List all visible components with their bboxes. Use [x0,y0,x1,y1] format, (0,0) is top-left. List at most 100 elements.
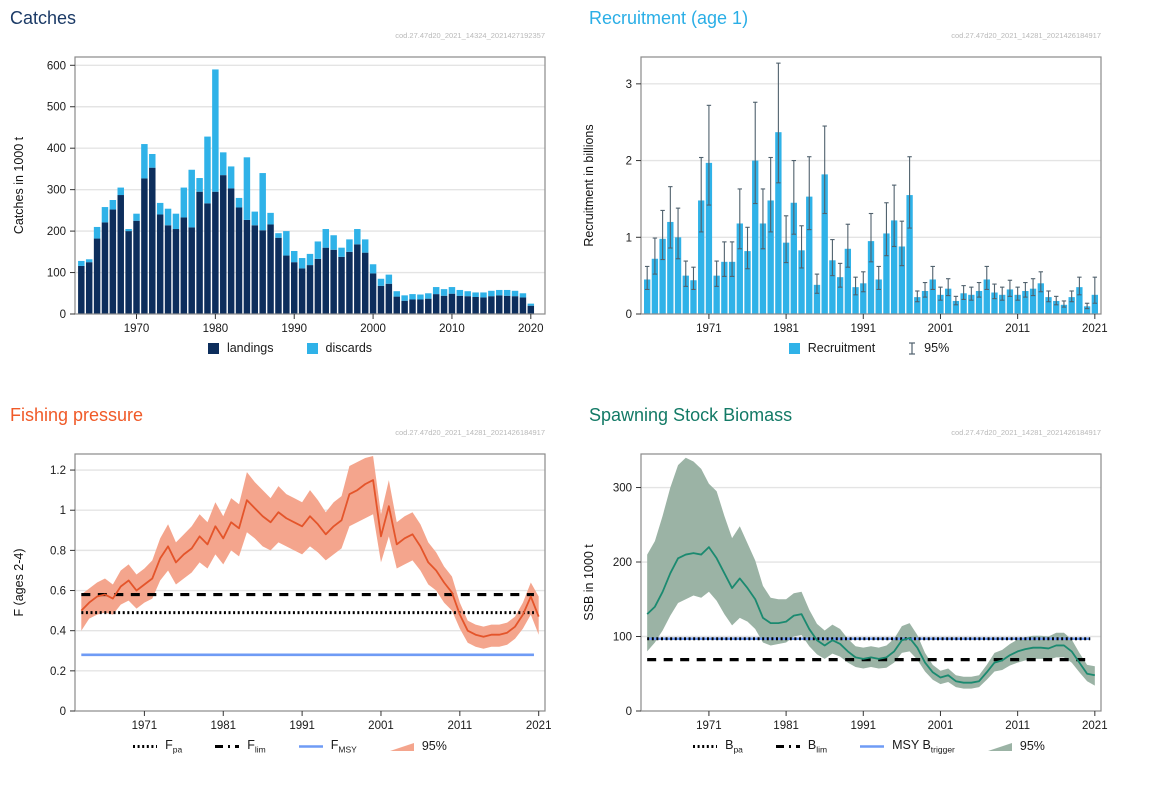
svg-text:0: 0 [60,706,66,718]
panel-catches: Catches cod.27.47d20_2021_14324_20214271… [0,0,579,397]
square-swatch-icon [306,342,318,354]
svg-text:2021: 2021 [526,720,552,732]
svg-text:1981: 1981 [773,720,799,732]
panel-ssb: Spawning Stock Biomass cod.27.47d20_2021… [579,397,1158,795]
ssb-watermark: cod.27.47d20_2021_14281_2021426184917 [951,428,1101,437]
svg-text:1.2: 1.2 [50,465,66,477]
svg-text:2011: 2011 [1005,720,1030,732]
fishing-pressure-title: Fishing pressure [10,405,144,425]
legend-item-msy-b-trigger: MSY Btrigger [859,738,955,755]
svg-text:F (ages 2-4): F (ages 2-4) [12,548,26,616]
svg-text:0: 0 [626,706,632,718]
ssb-title: Spawning Stock Biomass [589,405,793,425]
svg-text:1991: 1991 [850,720,876,732]
svg-text:0.8: 0.8 [50,545,66,557]
svg-text:2011: 2011 [1005,323,1030,335]
square-swatch-icon [788,342,800,354]
legend-label: discards [325,341,373,355]
svg-text:1970: 1970 [124,323,150,335]
recruitment-title: Recruitment (age 1) [589,8,749,28]
svg-text:1981: 1981 [773,323,799,335]
panel-recruitment: Recruitment (age 1) cod.27.47d20_2021_14… [579,0,1158,397]
svg-text:100: 100 [613,632,632,644]
fishing-pressure-legend: Fpa Flim FMSY 95% [0,738,579,755]
catches-legend: landings discards [0,341,579,355]
svg-text:1: 1 [626,232,632,244]
svg-text:1990: 1990 [281,323,307,335]
svg-text:1971: 1971 [132,720,158,732]
legend-label: Bpa [725,738,743,755]
recruitment-watermark: cod.27.47d20_2021_14281_2021426184917 [951,31,1101,40]
ribbon-swatch-icon [987,742,1012,751]
legend-label: Blim [807,738,828,755]
svg-text:2000: 2000 [360,323,386,335]
svg-text:1980: 1980 [203,323,229,335]
dashdot-swatch-icon [775,744,800,748]
svg-text:2001: 2001 [928,720,954,732]
svg-text:200: 200 [47,226,66,238]
panel-fishing-pressure: Fishing pressure cod.27.47d20_2021_14281… [0,397,579,795]
square-swatch-icon [207,342,219,354]
legend-item-95-: 95% [389,739,447,753]
svg-text:Catches in 1000 t: Catches in 1000 t [12,136,26,234]
svg-text:0.4: 0.4 [50,626,67,638]
svg-text:2010: 2010 [439,323,465,335]
svg-text:300: 300 [613,483,632,495]
legend-item-landings: landings [207,341,274,355]
svg-text:0.2: 0.2 [50,666,66,678]
legend-item-95-: 95% [907,341,949,355]
svg-text:300: 300 [47,185,66,197]
catches-watermark: cod.27.47d20_2021_14324_2021427192357 [395,31,545,40]
svg-text:2020: 2020 [518,323,544,335]
catches-chart: 0 100 200 300 400 500 600 1970 1980 1990 2000 2010 2… [12,56,546,335]
legend-item-f-msy: FMSY [298,738,357,755]
catches-title: Catches [10,8,77,28]
dotted-swatch-icon [693,744,718,748]
svg-text:2011: 2011 [447,720,472,732]
legend-item-f-pa: Fpa [132,738,182,755]
svg-text:200: 200 [613,557,632,569]
legend-label: Flim [247,738,266,755]
legend-label: landings [226,341,274,355]
legend-label: 95% [421,739,447,754]
ssb-chart: 0 100 200 300 1971 1981 1991 2001 2011 2021 SSB in… [582,453,1108,732]
legend-label: Recruitment [807,341,876,355]
dashdot-swatch-icon [215,744,240,748]
legend-label: MSY Btrigger [892,738,955,755]
svg-text:2001: 2001 [368,720,394,732]
legend-item-b-lim: Blim [775,738,827,755]
svg-text:1971: 1971 [696,720,722,732]
svg-text:1971: 1971 [696,323,722,335]
svg-text:1991: 1991 [289,720,315,732]
svg-text:100: 100 [47,268,66,280]
legend-item-f-lim: Flim [214,738,266,755]
fishing-pressure-watermark: cod.27.47d20_2021_14281_2021426184917 [395,428,545,437]
svg-text:1981: 1981 [210,720,236,732]
svg-text:Recruitment in billions: Recruitment in billions [582,124,596,246]
svg-text:2021: 2021 [1082,720,1108,732]
legend-item-95-: 95% [987,739,1045,753]
legend-item-b-pa: Bpa [692,738,743,755]
ssb-legend: Bpa Blim MSY Btrigger 95% [579,738,1158,755]
legend-label: FMSY [330,738,357,755]
legend-item-recruitment: Recruitment [788,341,875,355]
svg-text:1: 1 [60,505,66,517]
fishing-pressure-chart: 0 0.2 0.4 0.6 0.8 1 1.2 1971 1981 1991 2001 2011 202… [12,453,552,732]
svg-text:600: 600 [47,60,66,72]
svg-text:500: 500 [47,102,66,114]
svg-text:2021: 2021 [1082,323,1108,335]
dotted-swatch-icon [133,744,158,748]
svg-text:2001: 2001 [928,323,954,335]
svg-text:3: 3 [626,79,632,91]
svg-text:0.6: 0.6 [50,586,66,598]
legend-label: Fpa [165,738,183,755]
svg-text:1991: 1991 [850,323,876,335]
svg-text:0: 0 [60,309,66,321]
svg-text:0: 0 [626,309,632,321]
svg-text:2: 2 [626,156,632,168]
legend-label: 95% [924,341,950,355]
errorbar-swatch-icon [909,341,916,355]
ribbon-swatch-icon [389,742,414,751]
recruitment-legend: Recruitment 95% [579,341,1158,355]
